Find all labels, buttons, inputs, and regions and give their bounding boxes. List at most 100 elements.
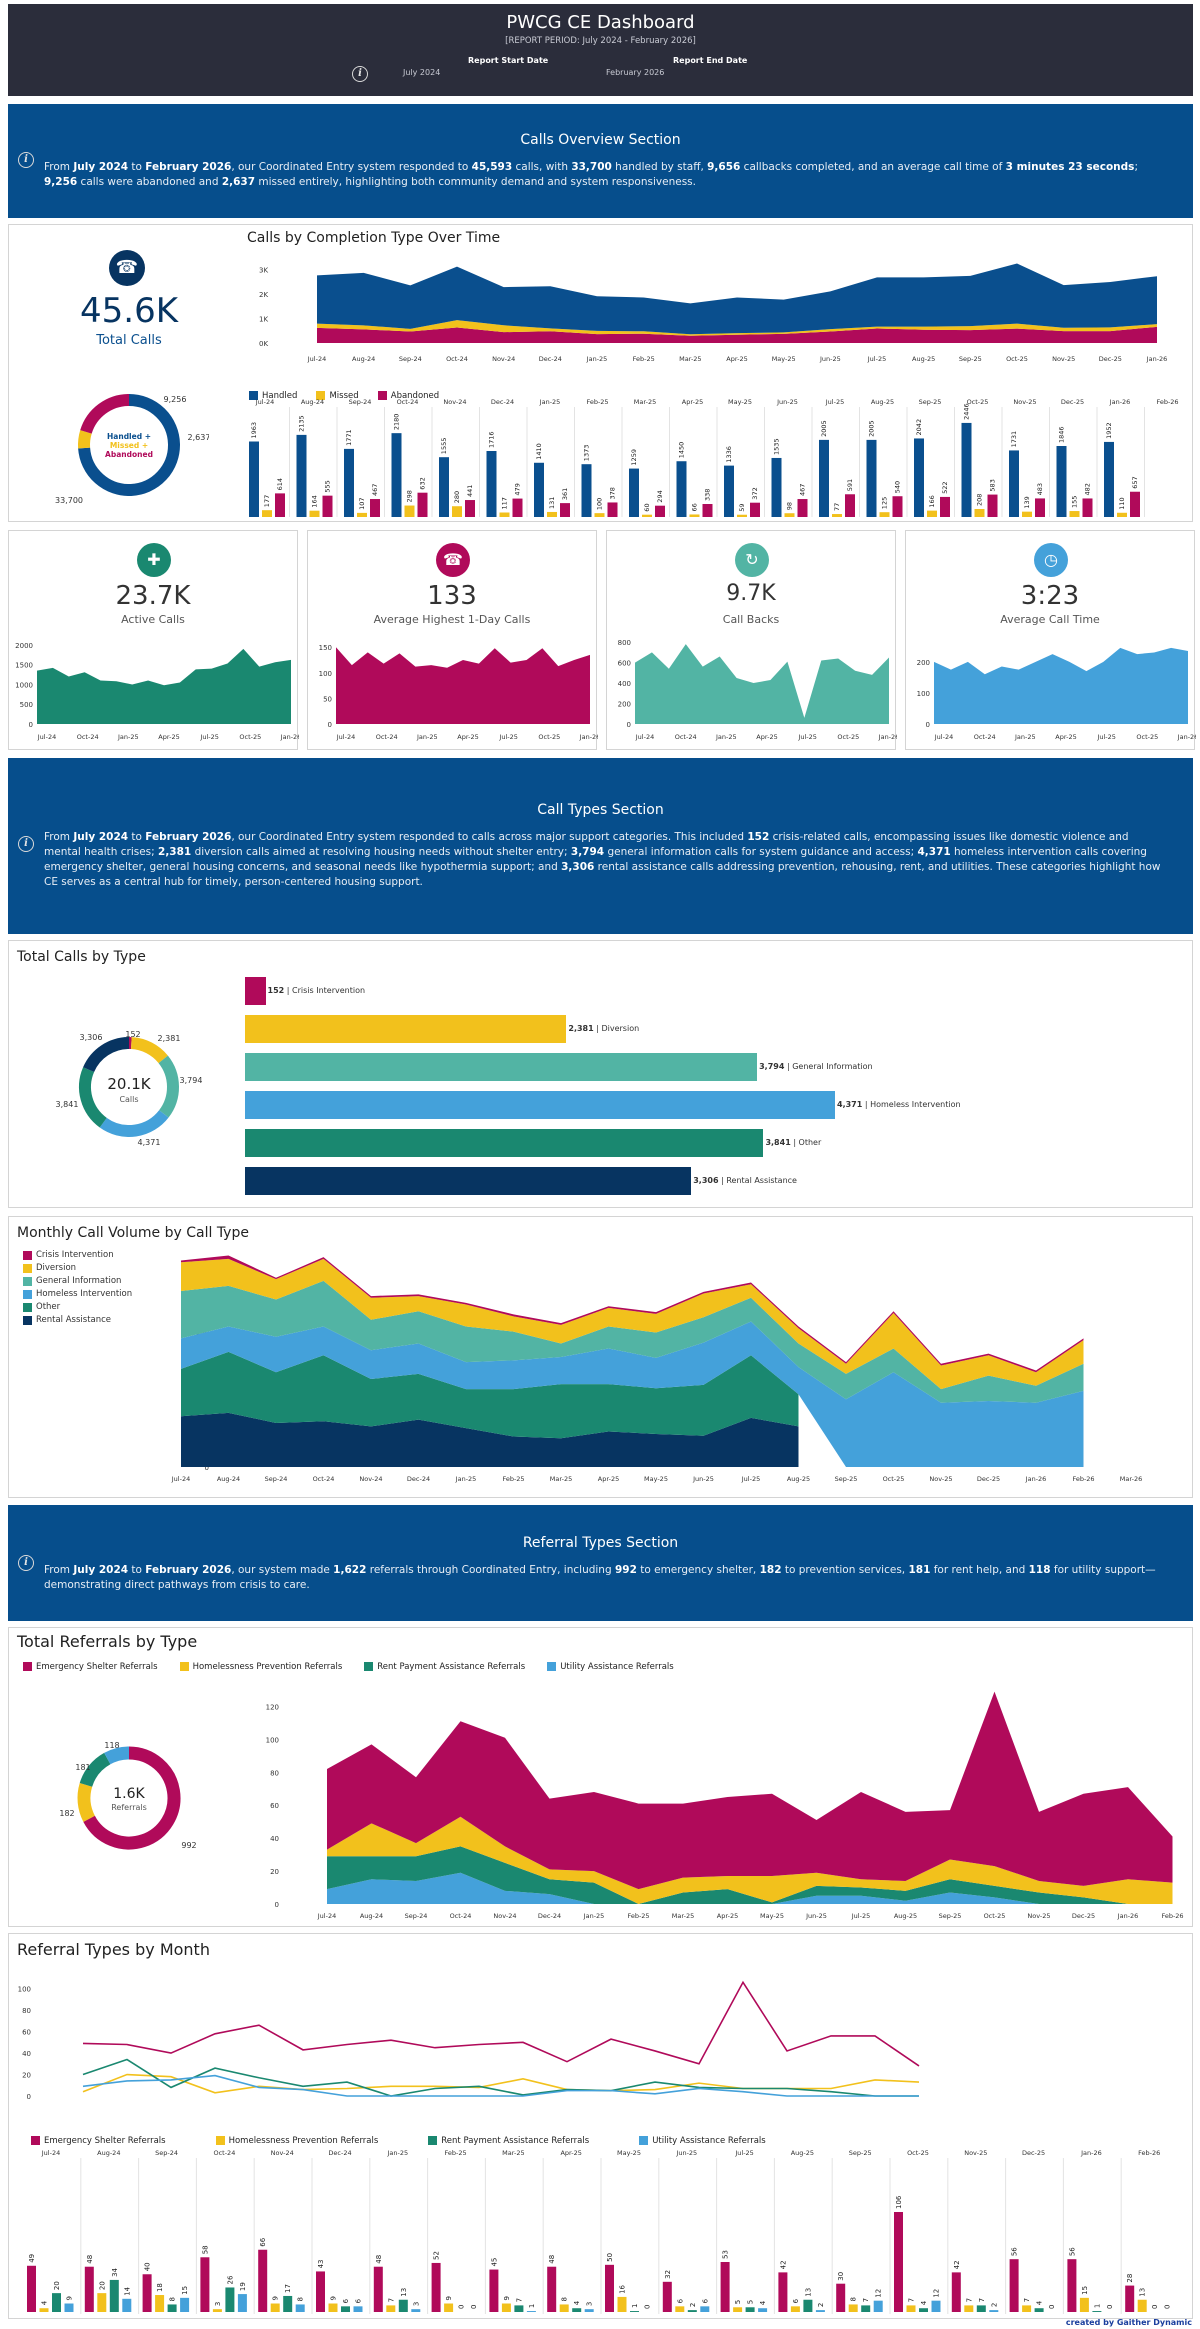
x-tick-label: Sep-25	[835, 1475, 858, 1483]
bar-handled	[629, 468, 639, 517]
y-tick-label: 400	[618, 680, 631, 688]
referrals-line-chart: 0 20 40 60 80 100	[18, 1980, 920, 2101]
bar-value-label: 4	[1036, 2300, 1044, 2305]
bar-utility-assistance-referrals	[584, 2309, 594, 2312]
x-tick-label: Mar-25	[679, 355, 701, 363]
donut-value-label: 3,794	[180, 1076, 203, 1085]
bar-abandoned	[797, 499, 808, 517]
x-tick-label: Jul-25	[1096, 733, 1115, 741]
y-tick-label: 0	[27, 2093, 31, 2101]
bar-value-label: 540	[894, 481, 902, 493]
donut-center-label: Referrals	[111, 1803, 147, 1812]
donut-value-label: 2,381	[158, 1034, 181, 1043]
bar-handled	[676, 461, 687, 517]
x-tick-label: Aug-25	[894, 1912, 917, 1920]
legend-item: Diversion	[23, 1262, 132, 1275]
y-tick-label: 40	[270, 1835, 279, 1843]
donut-value-label: 4,371	[138, 1138, 161, 1147]
donut-label-abandoned: 9,256	[164, 395, 187, 404]
section-description: From July 2024 to February 2026, our sys…	[44, 1564, 1156, 1591]
bar-value-label: 5	[734, 2300, 742, 2304]
total-calls-label: Total Calls	[96, 333, 162, 348]
info-icon[interactable]: i	[352, 66, 368, 82]
bar-value-label: 378	[609, 487, 617, 499]
bar-abandoned	[1035, 498, 1045, 517]
bar-value-label: 467	[799, 484, 807, 496]
bar-value-label: 9	[66, 2296, 74, 2300]
bar-value-label: 1	[528, 2304, 536, 2308]
legend-item: Other	[23, 1301, 132, 1314]
referral-types-section: Referral Types Section i From July 2024 …	[8, 1505, 1193, 1621]
x-tick-label: Jun-25	[805, 1912, 827, 1920]
x-tick-label: Apr-25	[717, 1912, 738, 1920]
phone-ringing-icon: ☎	[436, 543, 470, 577]
month-header: Apr-25	[560, 2149, 581, 2157]
legend-item-missed: Missed	[316, 391, 359, 401]
bar-value-label: 2446	[963, 403, 971, 420]
month-header: Feb-25	[445, 2149, 467, 2157]
area-other	[181, 1351, 799, 1439]
bar-abandoned	[560, 503, 570, 517]
bar-value-label: 9	[330, 2296, 338, 2300]
bar-value-label: 2180	[393, 414, 401, 431]
info-icon[interactable]: i	[18, 836, 34, 852]
bar-value-label: 19	[239, 2282, 247, 2291]
bar-value-label: 49	[28, 2254, 36, 2263]
donut-value-label: 118	[104, 1741, 119, 1750]
bar-missed	[784, 513, 795, 517]
calls-by-type-panel: Total Calls by Type 20.1K Calls 152 2,381 3,…	[8, 940, 1193, 1208]
y-tick-label: 120	[266, 1703, 279, 1711]
x-tick-label: Jan-25	[455, 1475, 477, 1483]
legend-item: Homeless Intervention	[23, 1288, 132, 1301]
bar-missed	[832, 514, 842, 517]
bar-value-label: 9	[503, 2296, 511, 2300]
info-icon[interactable]: i	[18, 1555, 34, 1571]
bar-homelessness-prevention-referrals	[444, 2303, 454, 2312]
bar-value-label: 100	[596, 498, 604, 510]
footer-credit[interactable]: created by Gaither Dynamic	[1065, 2318, 1192, 2327]
bar-value-label: 60	[643, 503, 651, 511]
bar-value-label: 32	[664, 2270, 672, 2279]
x-tick-label: Jan-25	[715, 733, 737, 741]
x-tick-label: Dec-24	[538, 1912, 561, 1920]
bar-homelessness-prevention-referrals	[617, 2296, 627, 2312]
x-tick-label: Apr-25	[158, 733, 179, 741]
x-tick-label: Jan-26	[1025, 1475, 1047, 1483]
x-tick-label: Oct-25	[883, 1475, 905, 1483]
bar-value-label: 66	[259, 2237, 267, 2246]
month-header: Aug-24	[301, 398, 324, 406]
section-title: Calls Overview Section	[520, 132, 681, 148]
bar-handled	[819, 439, 829, 517]
bar-emergency-shelter-referrals	[720, 2262, 730, 2312]
bar-homelessness-prevention-referrals	[1137, 2299, 1147, 2312]
start-date-value[interactable]: July 2024	[403, 68, 441, 77]
bar-utility-assistance-referrals	[64, 2303, 74, 2312]
kpi-value: 23.7K	[115, 581, 191, 611]
donut-center-missed: Missed +	[110, 441, 148, 450]
bar-value-label: 7	[862, 2298, 870, 2302]
bar-value-label: 7	[1023, 2298, 1031, 2302]
bar-value-label: 20	[53, 2281, 61, 2290]
x-tick-label: May-25	[644, 1475, 668, 1483]
bar-value-label: 555	[324, 480, 332, 492]
donut-slice-diversion	[130, 1037, 168, 1064]
bar-homelessness-prevention-referrals	[155, 2295, 165, 2312]
bar-value-label: 1259	[630, 449, 638, 466]
x-tick-label: Oct-25	[239, 733, 261, 741]
end-date-value[interactable]: February 2026	[606, 68, 665, 77]
bar-rent-payment-assistance-referrals	[167, 2304, 177, 2312]
x-tick-label: Jan-25	[416, 733, 438, 741]
bar-value-label: 522	[941, 482, 949, 494]
bar-missed	[547, 511, 557, 517]
area-general-information	[181, 1280, 1084, 1403]
info-icon[interactable]: i	[18, 152, 34, 168]
y-tick-label: 20	[270, 1868, 279, 1876]
bar-value-label: 155	[1071, 496, 1079, 508]
bar-emergency-shelter-referrals	[431, 2262, 441, 2312]
bar-rent-payment-assistance-referrals	[398, 2299, 408, 2312]
bar-utility-assistance-referrals	[700, 2306, 710, 2312]
type-bar-value: 3,794	[759, 1062, 785, 1071]
monthly-volume-legend: Crisis Intervention Diversion General Info…	[23, 1249, 132, 1327]
bar-value-label: 1555	[440, 438, 448, 455]
donut-slice-abandoned	[80, 394, 130, 434]
